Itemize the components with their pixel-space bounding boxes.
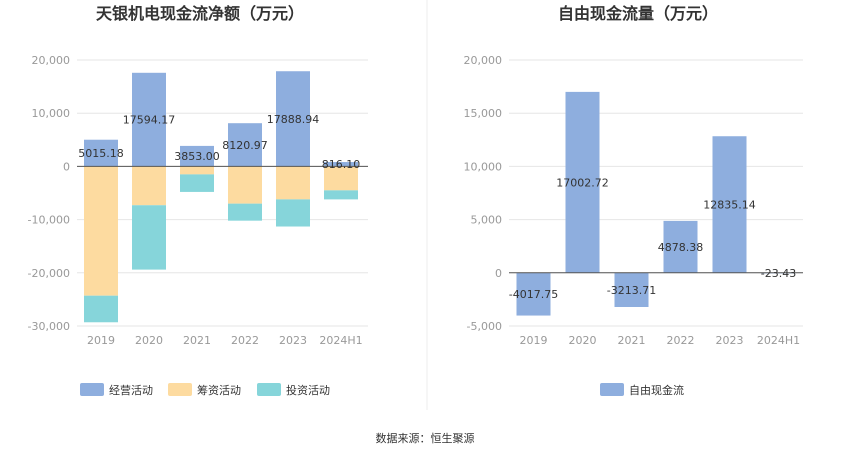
bar-经营活动-2019 [84,139,118,167]
y-tick-label: 15,000 [464,107,503,120]
bar-筹资活动-2020 [132,166,166,206]
x-tick-label: 2022 [231,334,259,347]
bar-筹资活动-2021 [180,166,214,175]
y-tick-label: 20,000 [464,54,503,67]
x-tick-label: 2020 [135,334,163,347]
x-tick-label: 2019 [87,334,115,347]
bar-自由现金流-2020 [565,91,600,273]
data-label: -23.43 [761,267,796,280]
x-tick-label: 2020 [569,334,597,347]
bar-经营活动-2020 [132,72,166,167]
legend-swatch-自由现金流 [600,383,624,396]
bar-筹资活动-2019 [84,166,118,296]
y-tick-label: -10,000 [28,214,70,227]
bar-筹资活动-2022 [228,166,262,204]
y-tick-label: 0 [495,267,502,280]
y-tick-label: 10,000 [32,107,71,120]
y-tick-label: -20,000 [28,267,70,280]
data-label: 3853.00 [174,150,220,163]
y-tick-label: 0 [63,160,70,173]
data-label: 8120.97 [222,139,268,152]
y-tick-label: 5,000 [471,214,503,227]
source-text: 数据来源：恒生聚源 [376,431,475,445]
legend-label: 经营活动 [109,383,153,397]
bar-筹资活动-2023 [276,166,310,200]
bar-投资活动-2020 [132,205,166,270]
data-label: 4878.38 [658,241,704,254]
data-label: -4017.75 [509,288,558,301]
y-tick-label: -5,000 [467,320,502,333]
legend-swatch-筹资活动 [168,383,192,396]
bar-自由现金流-2023 [712,136,747,273]
data-label: 5015.18 [78,147,124,160]
bar-经营活动-2024H1 [324,162,358,167]
data-label: 17594.17 [123,114,176,127]
legend-label: 自由现金流 [629,383,684,397]
x-tick-label: 2024H1 [319,334,362,347]
legend-label: 投资活动 [286,383,330,397]
x-tick-label: 2024H1 [757,334,800,347]
x-tick-label: 2023 [279,334,307,347]
bar-投资活动-2022 [228,203,262,221]
chart-title-1: 自由现金流量（万元） [558,4,718,23]
bar-经营活动-2022 [228,123,262,167]
data-label: 17002.72 [556,176,609,189]
x-tick-label: 2021 [183,334,211,347]
bar-经营活动-2021 [180,145,214,167]
bar-自由现金流-2021 [614,272,649,307]
data-label: 17888.94 [267,113,320,126]
bar-自由现金流-2022 [663,220,698,273]
legend-swatch-投资活动 [257,383,281,396]
x-tick-label: 2022 [667,334,695,347]
bar-投资活动-2021 [180,174,214,192]
data-label: -3213.71 [607,284,656,297]
data-label: 816.10 [322,158,361,171]
bar-投资活动-2023 [276,199,310,227]
y-tick-label: 10,000 [464,160,503,173]
legend-swatch-经营活动 [80,383,104,396]
y-tick-label: 20,000 [32,54,71,67]
legend-label: 筹资活动 [197,383,241,397]
bar-投资活动-2019 [84,295,118,323]
data-label: 12835.14 [703,199,756,212]
y-tick-label: -30,000 [28,320,70,333]
bar-投资活动-2024H1 [324,190,358,200]
bar-自由现金流-2019 [516,272,551,316]
x-tick-label: 2023 [716,334,744,347]
bar-经营活动-2023 [276,71,310,167]
x-tick-label: 2019 [520,334,548,347]
bar-筹资活动-2024H1 [324,166,358,191]
chart-title-0: 天银机电现金流净额（万元） [96,4,304,23]
x-tick-label: 2021 [618,334,646,347]
